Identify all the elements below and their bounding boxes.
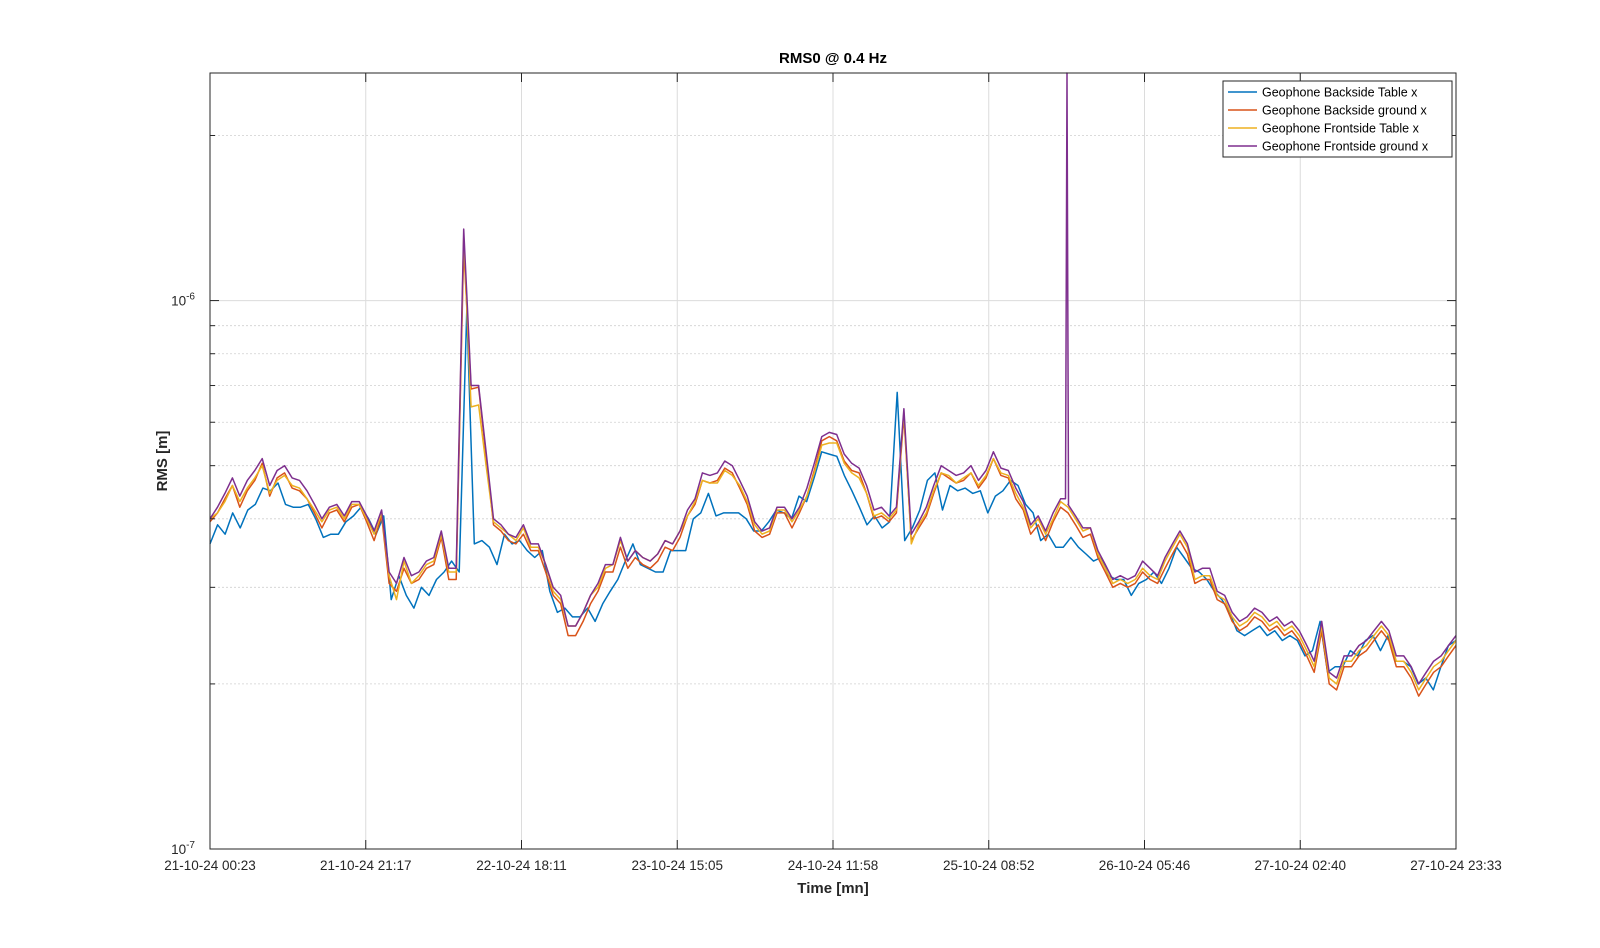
series-line-2 bbox=[209, 246, 1457, 697]
ticks-layer: 10-7 10-6 21-10-24 00:23 21-10-24 21:17 22-1… bbox=[164, 73, 1502, 873]
x-tick-label: 25-10-24 08:52 bbox=[943, 858, 1035, 873]
series-line-4 bbox=[209, 72, 1457, 685]
legend: Geophone Backside Table x Geophone Backsi… bbox=[1222, 80, 1453, 158]
x-tick-label: 21-10-24 00:23 bbox=[164, 858, 256, 873]
legend-label: Geophone Frontside ground x bbox=[1262, 140, 1429, 154]
series-layer bbox=[209, 72, 1457, 697]
legend-label: Geophone Backside ground x bbox=[1262, 104, 1427, 118]
grid-layer bbox=[210, 73, 1456, 850]
legend-box bbox=[1222, 80, 1453, 158]
legend-label: Geophone Backside Table x bbox=[1262, 86, 1418, 100]
x-tick-label: 22-10-24 18:11 bbox=[476, 858, 567, 873]
y-axis-label: RMS [m] bbox=[154, 431, 171, 492]
chart-title: RMS0 @ 0.4 Hz bbox=[779, 50, 887, 67]
series-line-3 bbox=[209, 237, 1457, 691]
x-axis-label: Time [mn] bbox=[797, 880, 868, 897]
y-tick-label: 10-7 bbox=[171, 840, 195, 857]
x-tick-label: 23-10-24 15:05 bbox=[631, 858, 723, 873]
x-tick-label: 21-10-24 21:17 bbox=[320, 858, 412, 873]
x-tick-label: 26-10-24 05:46 bbox=[1099, 858, 1191, 873]
x-tick-label: 27-10-24 23:33 bbox=[1410, 858, 1502, 873]
y-tick-label: 10-6 bbox=[171, 292, 195, 309]
x-tick-label: 24-10-24 11:58 bbox=[788, 858, 879, 873]
legend-label: Geophone Frontside Table x bbox=[1262, 122, 1420, 136]
x-tick-label: 27-10-24 02:40 bbox=[1254, 858, 1346, 873]
series-line-1 bbox=[209, 309, 1457, 691]
